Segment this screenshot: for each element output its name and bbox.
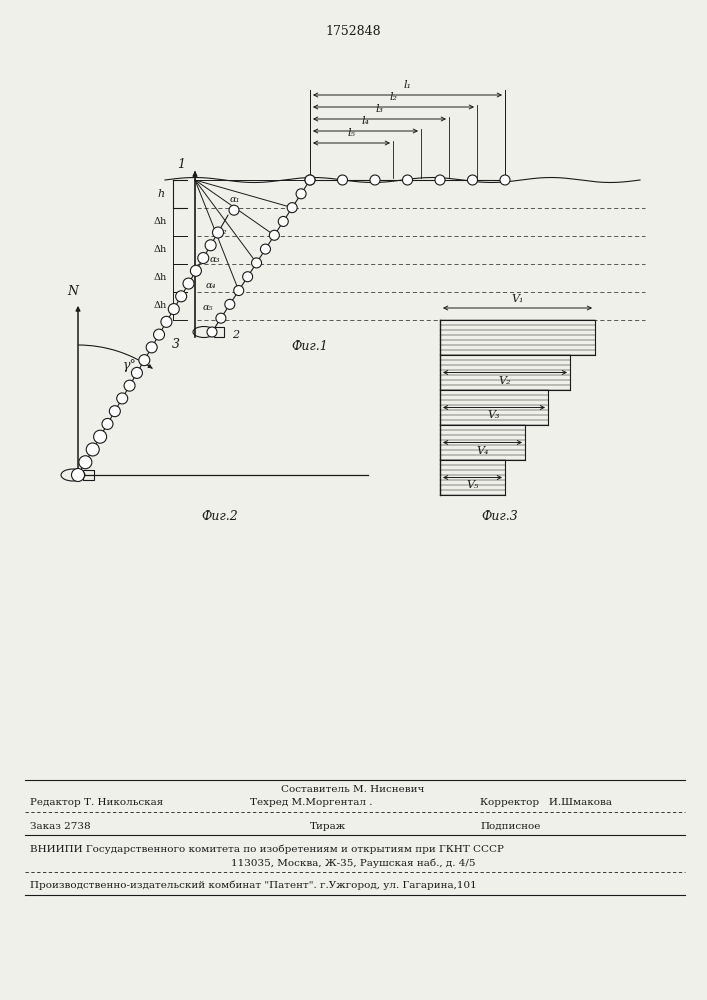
Text: 2: 2 — [232, 330, 239, 340]
Text: Подписное: Подписное — [480, 822, 540, 831]
Text: V₁: V₁ — [511, 294, 524, 304]
Circle shape — [260, 244, 271, 254]
Text: Δh: Δh — [153, 273, 167, 282]
Text: α₁: α₁ — [230, 196, 240, 205]
Text: N: N — [67, 285, 78, 298]
Circle shape — [287, 203, 297, 213]
Circle shape — [225, 299, 235, 309]
Text: γ°: γ° — [123, 359, 136, 371]
Circle shape — [269, 230, 279, 240]
Text: h: h — [158, 189, 165, 199]
Circle shape — [86, 443, 99, 456]
Circle shape — [207, 327, 217, 337]
Text: 1752848: 1752848 — [325, 25, 381, 38]
Circle shape — [205, 240, 216, 251]
Text: α₂: α₂ — [217, 228, 227, 236]
Circle shape — [435, 175, 445, 185]
Circle shape — [71, 468, 85, 482]
Circle shape — [132, 367, 142, 378]
Circle shape — [296, 189, 306, 199]
Circle shape — [252, 258, 262, 268]
Circle shape — [229, 205, 239, 215]
Text: Δh: Δh — [153, 218, 167, 227]
Text: l₁: l₁ — [404, 80, 411, 90]
Text: V₄: V₄ — [477, 446, 489, 456]
Text: Фиг.3: Фиг.3 — [481, 510, 518, 523]
Text: l₅: l₅ — [348, 128, 356, 138]
Text: Тираж: Тираж — [310, 822, 346, 831]
Text: Составитель М. Нисневич: Составитель М. Нисневич — [281, 785, 425, 794]
Circle shape — [305, 175, 315, 185]
Text: l₂: l₂ — [390, 92, 397, 102]
Circle shape — [79, 456, 92, 469]
Text: Производственно-издательский комбинат "Патент". г.Ужгород, ул. Гагарина,101: Производственно-издательский комбинат "П… — [30, 880, 477, 890]
Text: Техред М.Моргентал .: Техред М.Моргентал . — [250, 798, 373, 807]
Text: V₃: V₃ — [488, 410, 501, 420]
Circle shape — [102, 418, 113, 429]
Circle shape — [234, 286, 244, 296]
Text: 1: 1 — [177, 158, 185, 172]
Circle shape — [139, 355, 150, 366]
Text: l₄: l₄ — [361, 116, 370, 126]
Circle shape — [168, 304, 180, 315]
Text: 113035, Москва, Ж-35, Раушская наб., д. 4/5: 113035, Москва, Ж-35, Раушская наб., д. … — [230, 859, 475, 868]
Circle shape — [190, 265, 201, 276]
Text: V₂: V₂ — [498, 375, 511, 385]
Text: 3: 3 — [172, 338, 180, 351]
Text: Редактор Т. Никольская: Редактор Т. Никольская — [30, 798, 163, 807]
Text: Фиг.2: Фиг.2 — [201, 510, 238, 523]
Circle shape — [183, 278, 194, 289]
Text: Δh: Δh — [153, 245, 167, 254]
Circle shape — [124, 380, 135, 391]
Text: Δh: Δh — [153, 302, 167, 310]
Circle shape — [198, 253, 209, 264]
Circle shape — [279, 216, 288, 226]
Text: ВНИИПИ Государственного комитета по изобретениям и открытиям при ГКНТ СССР: ВНИИПИ Государственного комитета по изоб… — [30, 845, 504, 854]
Circle shape — [110, 406, 120, 417]
Text: α₄: α₄ — [206, 282, 216, 290]
Text: V₅: V₅ — [466, 481, 479, 490]
Bar — [83, 470, 94, 480]
Circle shape — [213, 227, 223, 238]
Circle shape — [370, 175, 380, 185]
Circle shape — [305, 175, 315, 185]
Bar — [214, 327, 224, 337]
Circle shape — [402, 175, 412, 185]
Circle shape — [93, 430, 107, 443]
Text: Фиг.1: Фиг.1 — [291, 340, 328, 353]
Circle shape — [467, 175, 477, 185]
Circle shape — [175, 291, 187, 302]
Text: l₃: l₃ — [375, 104, 383, 114]
Circle shape — [117, 393, 128, 404]
Circle shape — [216, 313, 226, 323]
Circle shape — [161, 316, 172, 327]
Circle shape — [146, 342, 157, 353]
Circle shape — [243, 272, 252, 282]
Text: Корректор   И.Шмакова: Корректор И.Шмакова — [480, 798, 612, 807]
Circle shape — [337, 175, 348, 185]
Text: α₃: α₃ — [210, 255, 221, 264]
Text: α₅: α₅ — [203, 304, 214, 312]
Circle shape — [500, 175, 510, 185]
Text: Заказ 2738: Заказ 2738 — [30, 822, 90, 831]
Circle shape — [153, 329, 165, 340]
